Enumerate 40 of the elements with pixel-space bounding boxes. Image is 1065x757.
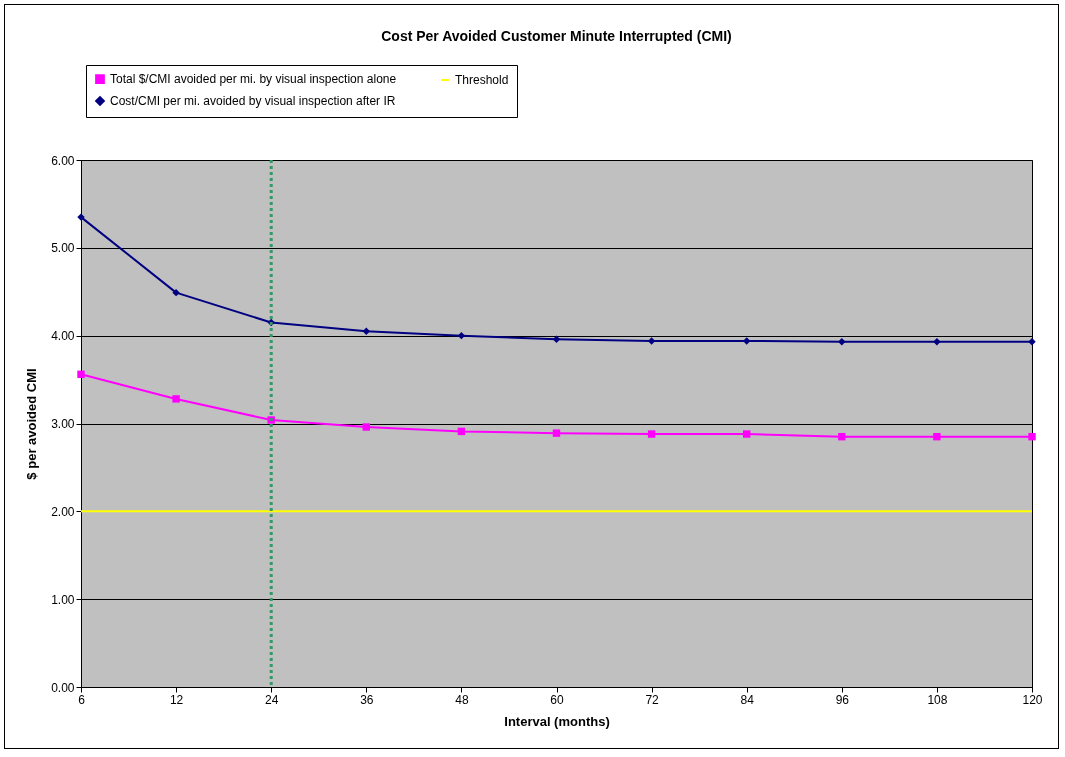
legend-label: Cost/CMI per mi. avoided by visual inspection after IR bbox=[110, 94, 396, 108]
point bbox=[838, 432, 846, 441]
y-tick-label: 4.00 bbox=[51, 329, 75, 344]
chart-title: Cost Per Avoided Customer Minute Interrupted (CMI) bbox=[381, 28, 732, 44]
x-tick-label: 48 bbox=[455, 692, 469, 707]
x-tick-label: 6 bbox=[78, 692, 86, 707]
point bbox=[362, 327, 371, 335]
x-tick-label: 36 bbox=[360, 692, 374, 707]
point bbox=[552, 335, 561, 343]
x-tick-label: 84 bbox=[740, 692, 755, 707]
x-tick-label: 12 bbox=[169, 692, 184, 707]
x-tick-label: 72 bbox=[645, 692, 660, 707]
point bbox=[933, 432, 941, 441]
point bbox=[647, 430, 656, 438]
x-tick-label: 108 bbox=[927, 692, 948, 707]
point bbox=[647, 337, 656, 345]
point bbox=[742, 430, 751, 438]
y-tick-label: 0.00 bbox=[51, 680, 75, 695]
y-axis-title: $ per avoided CMI bbox=[24, 368, 40, 480]
legend-label: Total $/CMI avoided per mi. by visual inspection alone bbox=[110, 72, 397, 87]
x-tick-label: 60 bbox=[550, 692, 564, 707]
point bbox=[77, 370, 85, 379]
y-tick-label: 1.00 bbox=[51, 592, 75, 607]
point bbox=[838, 338, 846, 346]
point bbox=[933, 338, 941, 346]
x-tick-label: 120 bbox=[1022, 692, 1043, 707]
y-tick-label: 5.00 bbox=[51, 241, 75, 256]
point bbox=[1028, 432, 1036, 441]
y-tick-label: 3.00 bbox=[51, 417, 75, 431]
y-tick-label: 6.00 bbox=[51, 153, 75, 168]
point bbox=[552, 429, 561, 437]
point bbox=[172, 395, 180, 403]
point bbox=[172, 288, 180, 297]
x-axis-title: Interval (months) bbox=[504, 713, 610, 729]
legend-label: Threshold bbox=[455, 73, 509, 87]
x-tick-label: 24 bbox=[265, 692, 279, 707]
point bbox=[362, 423, 371, 431]
point bbox=[457, 331, 466, 340]
x-tick-label: 96 bbox=[835, 692, 850, 707]
y-tick-label: 2.00 bbox=[51, 504, 75, 519]
